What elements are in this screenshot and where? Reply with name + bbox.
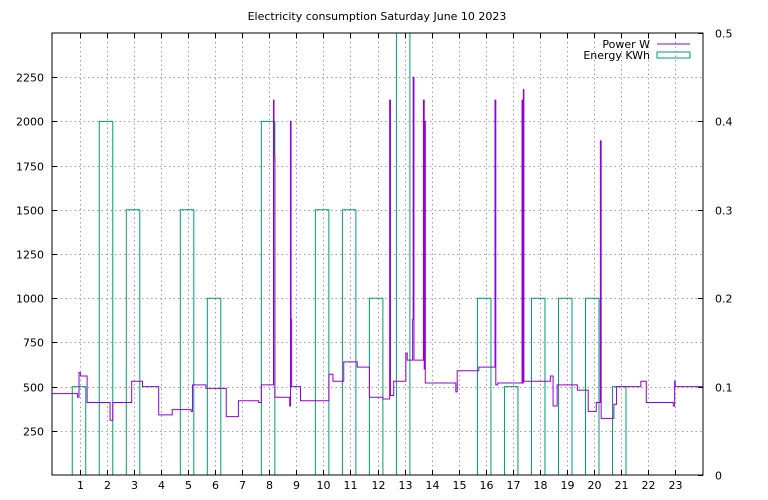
energy-bar <box>341 209 357 475</box>
legend-swatch-energy-kwh <box>656 51 691 59</box>
legend: Power W Energy KWh <box>583 38 691 62</box>
x-tick-label: 19 <box>561 479 575 492</box>
x-tick-label: 16 <box>480 479 494 492</box>
y2-tick-label: 0 <box>715 470 722 483</box>
energy-bar <box>584 297 600 475</box>
x-tick-label: 21 <box>615 479 629 492</box>
power-line <box>52 76 703 421</box>
x-tick-label: 5 <box>185 479 192 492</box>
x-tick-label: 20 <box>588 479 602 492</box>
legend-label-power-w: Power W <box>602 38 650 51</box>
x-tick-label: 10 <box>317 479 331 492</box>
energy-bar <box>314 209 330 475</box>
x-tick-label: 18 <box>534 479 548 492</box>
legend-label-energy-kwh: Energy KWh <box>583 49 650 62</box>
energy-bar <box>476 297 492 475</box>
energy-bar <box>179 209 195 475</box>
y2-tick-label: 0.2 <box>715 293 733 306</box>
y2-tick-label: 0.5 <box>715 28 733 41</box>
x-tick-label: 8 <box>266 479 273 492</box>
x-tick-label: 3 <box>131 479 138 492</box>
energy-bar <box>98 120 114 475</box>
energy-bar <box>125 209 141 475</box>
x-tick-label: 4 <box>158 479 165 492</box>
x-tick-label: 17 <box>507 479 521 492</box>
y-tick-label: 250 <box>23 426 44 439</box>
y2-tick-label: 0.3 <box>715 205 733 218</box>
x-tick-label: 11 <box>344 479 358 492</box>
x-tick-label: 12 <box>372 479 386 492</box>
x-tick-label: 6 <box>212 479 219 492</box>
x-tick-label: 2 <box>104 479 111 492</box>
x-tick-label: 23 <box>669 479 683 492</box>
x-tick-label: 7 <box>239 479 246 492</box>
axis-ticks: 1 2 3 4 5 6 7 8 9 10 11 12 13 14 15 16 17 18 19 20 21 22 23250… <box>16 28 733 493</box>
x-tick-label: 9 <box>293 479 300 492</box>
y-tick-label: 500 <box>23 382 44 395</box>
x-tick-label: 13 <box>399 479 413 492</box>
x-tick-label: 14 <box>426 479 440 492</box>
series-power-w <box>52 76 703 421</box>
y-tick-label: 750 <box>23 337 44 350</box>
y-tick-label: 1750 <box>16 161 44 174</box>
y2-tick-label: 0.4 <box>715 116 733 129</box>
y-tick-label: 1500 <box>16 205 44 218</box>
energy-bar <box>530 297 546 475</box>
y-tick-label: 2250 <box>16 72 44 85</box>
chart-title: Electricity consumption Saturday June 10… <box>248 10 507 23</box>
y2-tick-label: 0.1 <box>715 382 733 395</box>
energy-bar <box>503 386 519 475</box>
x-tick-label: 15 <box>453 479 467 492</box>
energy-bar <box>557 297 573 475</box>
y-tick-label: 1250 <box>16 249 44 262</box>
x-tick-label: 1 <box>77 479 84 492</box>
y-tick-label: 1000 <box>16 293 44 306</box>
y-tick-label: 2000 <box>16 116 44 129</box>
x-tick-label: 22 <box>642 479 656 492</box>
energy-bar <box>206 297 222 475</box>
